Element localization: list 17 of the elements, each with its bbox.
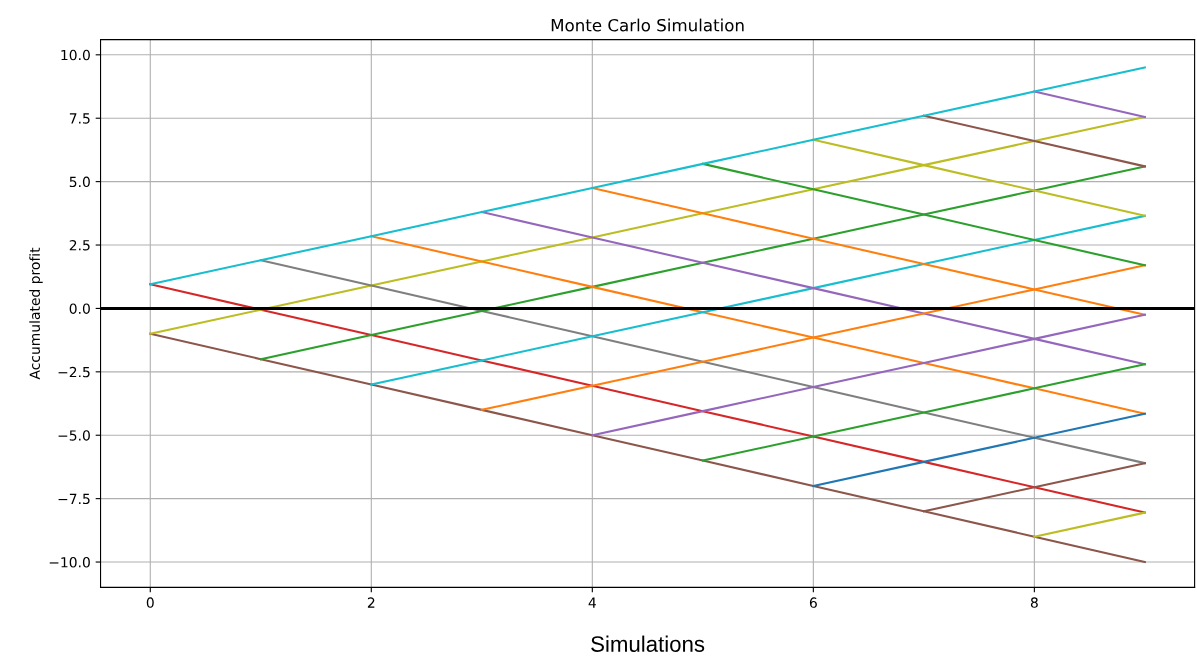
x-tick-label: 8 (1030, 597, 1038, 608)
y-tick-label: −5.0 (58, 430, 90, 441)
x-tick-label: 4 (588, 597, 596, 608)
y-tick-label: −7.5 (58, 493, 90, 505)
y-tick-label: 5.0 (69, 176, 90, 188)
y-tick-label: 10.0 (61, 49, 90, 61)
chart-title: Monte Carlo Simulation (551, 18, 744, 32)
y-tick-label: −10.0 (49, 557, 90, 568)
x-tick-label: 2 (367, 597, 375, 608)
x-tick-label: 6 (809, 597, 817, 608)
y-tick-label: 2.5 (69, 239, 90, 251)
y-axis-title: Accumulated profit (29, 247, 43, 380)
x-tick-label: 0 (146, 597, 154, 608)
y-tick-label: 7.5 (69, 113, 90, 124)
x-axis-title: Simulations (591, 635, 705, 652)
y-tick-label: −2.5 (58, 366, 90, 378)
y-tick-label: 0.0 (69, 303, 90, 314)
